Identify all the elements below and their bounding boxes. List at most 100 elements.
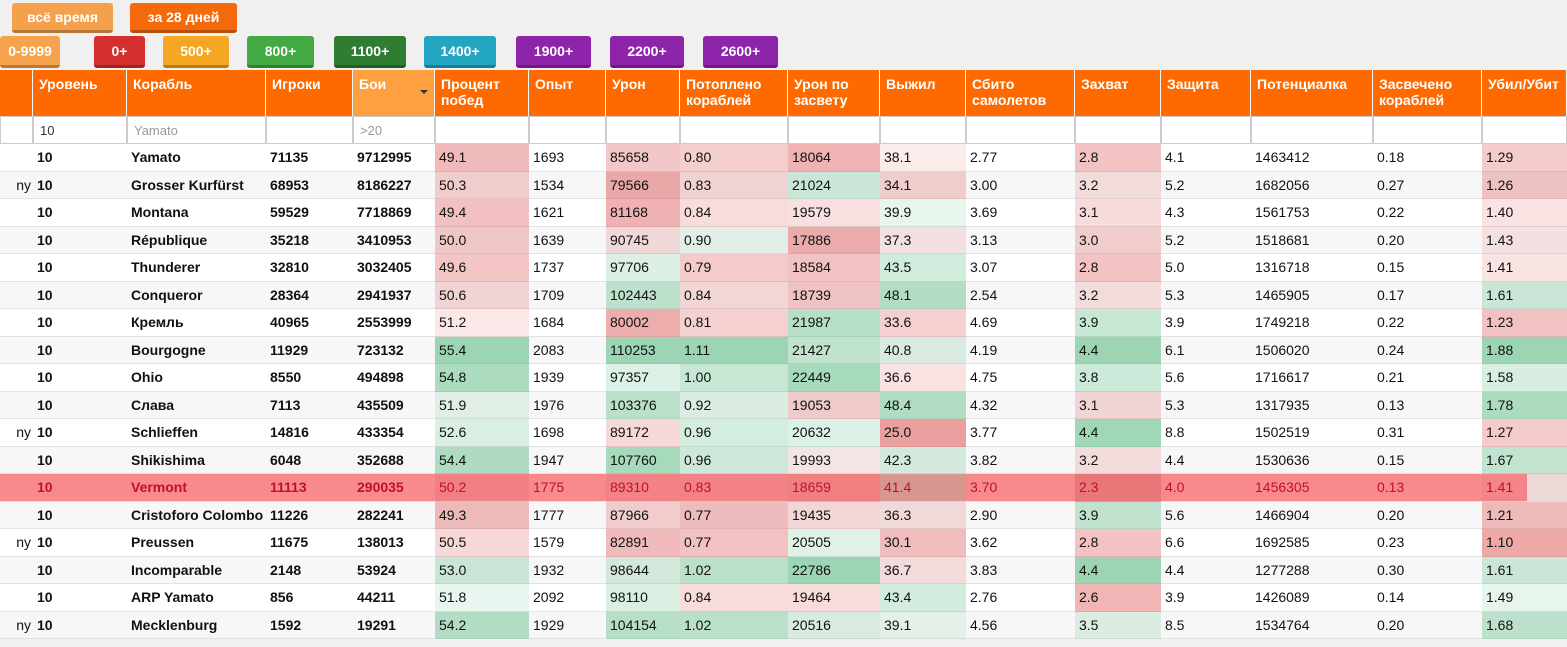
table-cell: 1463412 <box>1255 149 1310 165</box>
filter-input[interactable] <box>1482 116 1567 144</box>
filter-input[interactable] <box>435 116 529 144</box>
table-cell: 282241 <box>357 506 404 523</box>
table-cell: 3.8 <box>1075 364 1161 392</box>
table-cell: 433354 <box>357 424 404 440</box>
table-cell: 1621 <box>533 204 565 220</box>
table-cell: 0.83 <box>680 474 788 502</box>
filter-input[interactable]: Yamato <box>127 116 266 144</box>
table-cell: Conqueror <box>131 286 203 303</box>
table-cell: 1.11 <box>680 336 788 364</box>
table-cell: 2083 <box>533 341 565 358</box>
period-button[interactable]: всё время <box>12 3 113 33</box>
header-cell[interactable]: Уровень <box>33 70 127 116</box>
header-cell[interactable]: Сбито самолетов <box>966 70 1075 116</box>
table-cell: 1932 <box>533 561 565 578</box>
table-cell: 54.2 <box>435 611 529 639</box>
table-cell: 0.22 <box>1377 314 1405 330</box>
filter-input[interactable] <box>0 116 33 144</box>
table-cell: 19053 <box>788 391 880 419</box>
rating-button[interactable]: 1900+ <box>516 36 591 68</box>
header-cell[interactable]: Процент побед <box>435 70 529 116</box>
filter-input[interactable] <box>529 116 606 144</box>
header-cell[interactable]: Потоплено кораблей <box>680 70 788 116</box>
table-cell: 37.3 <box>880 226 966 254</box>
filter-input[interactable] <box>1075 116 1161 144</box>
table-cell: 1316718 <box>1255 259 1310 275</box>
table-cell: 10 <box>37 424 53 440</box>
table-cell: 1709 <box>533 286 565 303</box>
table-cell: 2.8 <box>1075 144 1161 172</box>
table-cell: 34.1 <box>880 171 966 199</box>
filter-input[interactable] <box>1373 116 1482 144</box>
nation-cell: ny <box>16 176 31 193</box>
header-cell[interactable]: Засвечено кораблей <box>1373 70 1482 116</box>
rating-button[interactable]: 0+ <box>94 36 145 68</box>
table-cell: 53.0 <box>435 556 529 584</box>
rating-button[interactable]: 500+ <box>163 36 229 68</box>
table-cell: 50.6 <box>435 281 529 309</box>
header-cell[interactable]: Урон <box>606 70 680 116</box>
table-cell: 43.5 <box>880 254 966 282</box>
table-cell: 11113 <box>270 479 307 495</box>
filter-input[interactable] <box>680 116 788 144</box>
table-cell: 1749218 <box>1255 314 1310 330</box>
filter-input[interactable]: 10 <box>33 116 127 144</box>
header-cell[interactable]: Урон по засвету <box>788 70 880 116</box>
header-cell[interactable]: Захват <box>1075 70 1161 116</box>
filter-input[interactable] <box>788 116 880 144</box>
table-cell: 68953 <box>270 176 309 193</box>
table-cell: 2553999 <box>357 314 412 330</box>
table-cell: 0.96 <box>680 419 788 447</box>
table-cell: 494898 <box>357 369 404 385</box>
table-cell: 0.15 <box>1377 451 1405 468</box>
rating-button[interactable]: 2600+ <box>703 36 778 68</box>
table-cell: Bourgogne <box>131 341 206 358</box>
header-cell[interactable]: Убил/Убит <box>1482 70 1567 116</box>
filter-input[interactable] <box>880 116 966 144</box>
header-cell[interactable]: Корабль <box>127 70 266 116</box>
table-cell: 1.43 <box>1482 226 1567 254</box>
table-cell: 87966 <box>606 501 680 529</box>
table-cell: 4.3 <box>1165 204 1185 220</box>
header-cell[interactable]: Выжил <box>880 70 966 116</box>
header-cell[interactable]: Бои <box>353 70 435 116</box>
filter-input[interactable] <box>606 116 680 144</box>
filter-input[interactable] <box>266 116 353 144</box>
nation-cell: ny <box>16 616 31 633</box>
period-button[interactable]: за 28 дней <box>130 3 237 33</box>
table-cell: 0.20 <box>1377 231 1405 248</box>
table-cell: 2941937 <box>357 286 412 303</box>
rating-button[interactable]: 1400+ <box>424 36 496 68</box>
table-cell: 138013 <box>357 534 404 550</box>
header-cell[interactable]: Потенциалка <box>1251 70 1373 116</box>
rating-button[interactable]: 1100+ <box>334 36 406 68</box>
table-cell: Grosser Kurfürst <box>131 176 244 193</box>
table-row <box>0 199 1567 227</box>
rating-button[interactable]: 0-9999 <box>0 36 60 68</box>
table-cell: 1682056 <box>1255 176 1310 193</box>
table-cell: 89310 <box>606 474 680 502</box>
table-cell: 53924 <box>357 561 396 578</box>
rating-button[interactable]: 2200+ <box>610 36 684 68</box>
header-cell[interactable]: Защита <box>1161 70 1251 116</box>
filter-input[interactable] <box>966 116 1075 144</box>
table-cell: 36.6 <box>880 364 966 392</box>
table-cell: 3.07 <box>970 259 998 275</box>
header-cell[interactable]: Игроки <box>266 70 353 116</box>
table-cell: 6.1 <box>1165 341 1185 358</box>
table-cell: 20516 <box>788 611 880 639</box>
table-cell: 1466904 <box>1255 506 1310 523</box>
filter-input[interactable] <box>1161 116 1251 144</box>
header-cell[interactable]: Опыт <box>529 70 606 116</box>
table-cell: 48.4 <box>880 391 966 419</box>
table-cell: 7718869 <box>357 204 412 220</box>
table-cell: 4.0 <box>1165 479 1185 495</box>
table-cell: 81168 <box>606 199 680 227</box>
table-cell: 18584 <box>788 254 880 282</box>
filter-input[interactable] <box>1251 116 1373 144</box>
table-cell: 0.23 <box>1377 534 1405 550</box>
rating-button[interactable]: 800+ <box>247 36 314 68</box>
filter-input[interactable]: >20 <box>353 116 435 144</box>
table-cell: 0.21 <box>1377 369 1405 385</box>
table-cell: 54.4 <box>435 446 529 474</box>
